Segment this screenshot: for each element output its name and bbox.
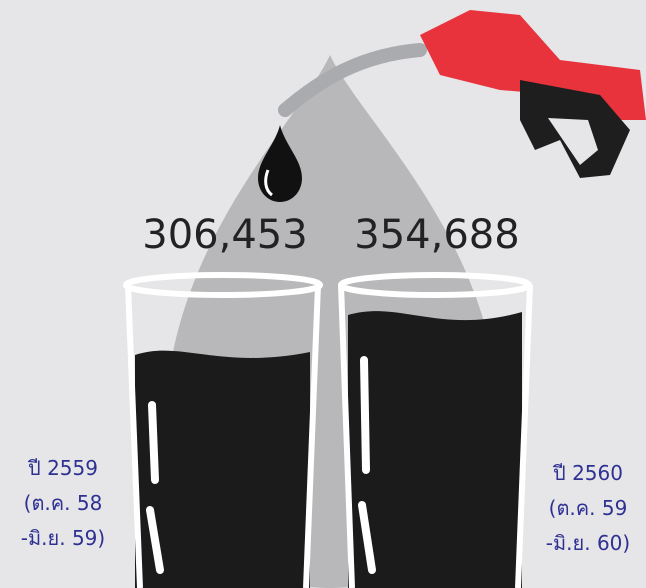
period-label: ปี 2560 — [553, 461, 623, 485]
period-label: -มิ.ย. 60) — [546, 531, 630, 555]
value-label: 354,688 — [354, 212, 519, 258]
period-label: -มิ.ย. 59) — [21, 526, 105, 550]
period-label: ปี 2559 — [28, 456, 98, 480]
infographic: 306,453 354,688 ปี 2559 (ต.ค. 58 -มิ.ย. … — [0, 0, 646, 588]
glass-right — [341, 275, 530, 588]
value-label: 306,453 — [142, 212, 307, 258]
page: {"items": [ {"value": "306,453", "period… — [0, 0, 646, 588]
period-label: (ต.ค. 59 — [549, 496, 628, 520]
period-label: (ต.ค. 58 — [24, 491, 103, 515]
